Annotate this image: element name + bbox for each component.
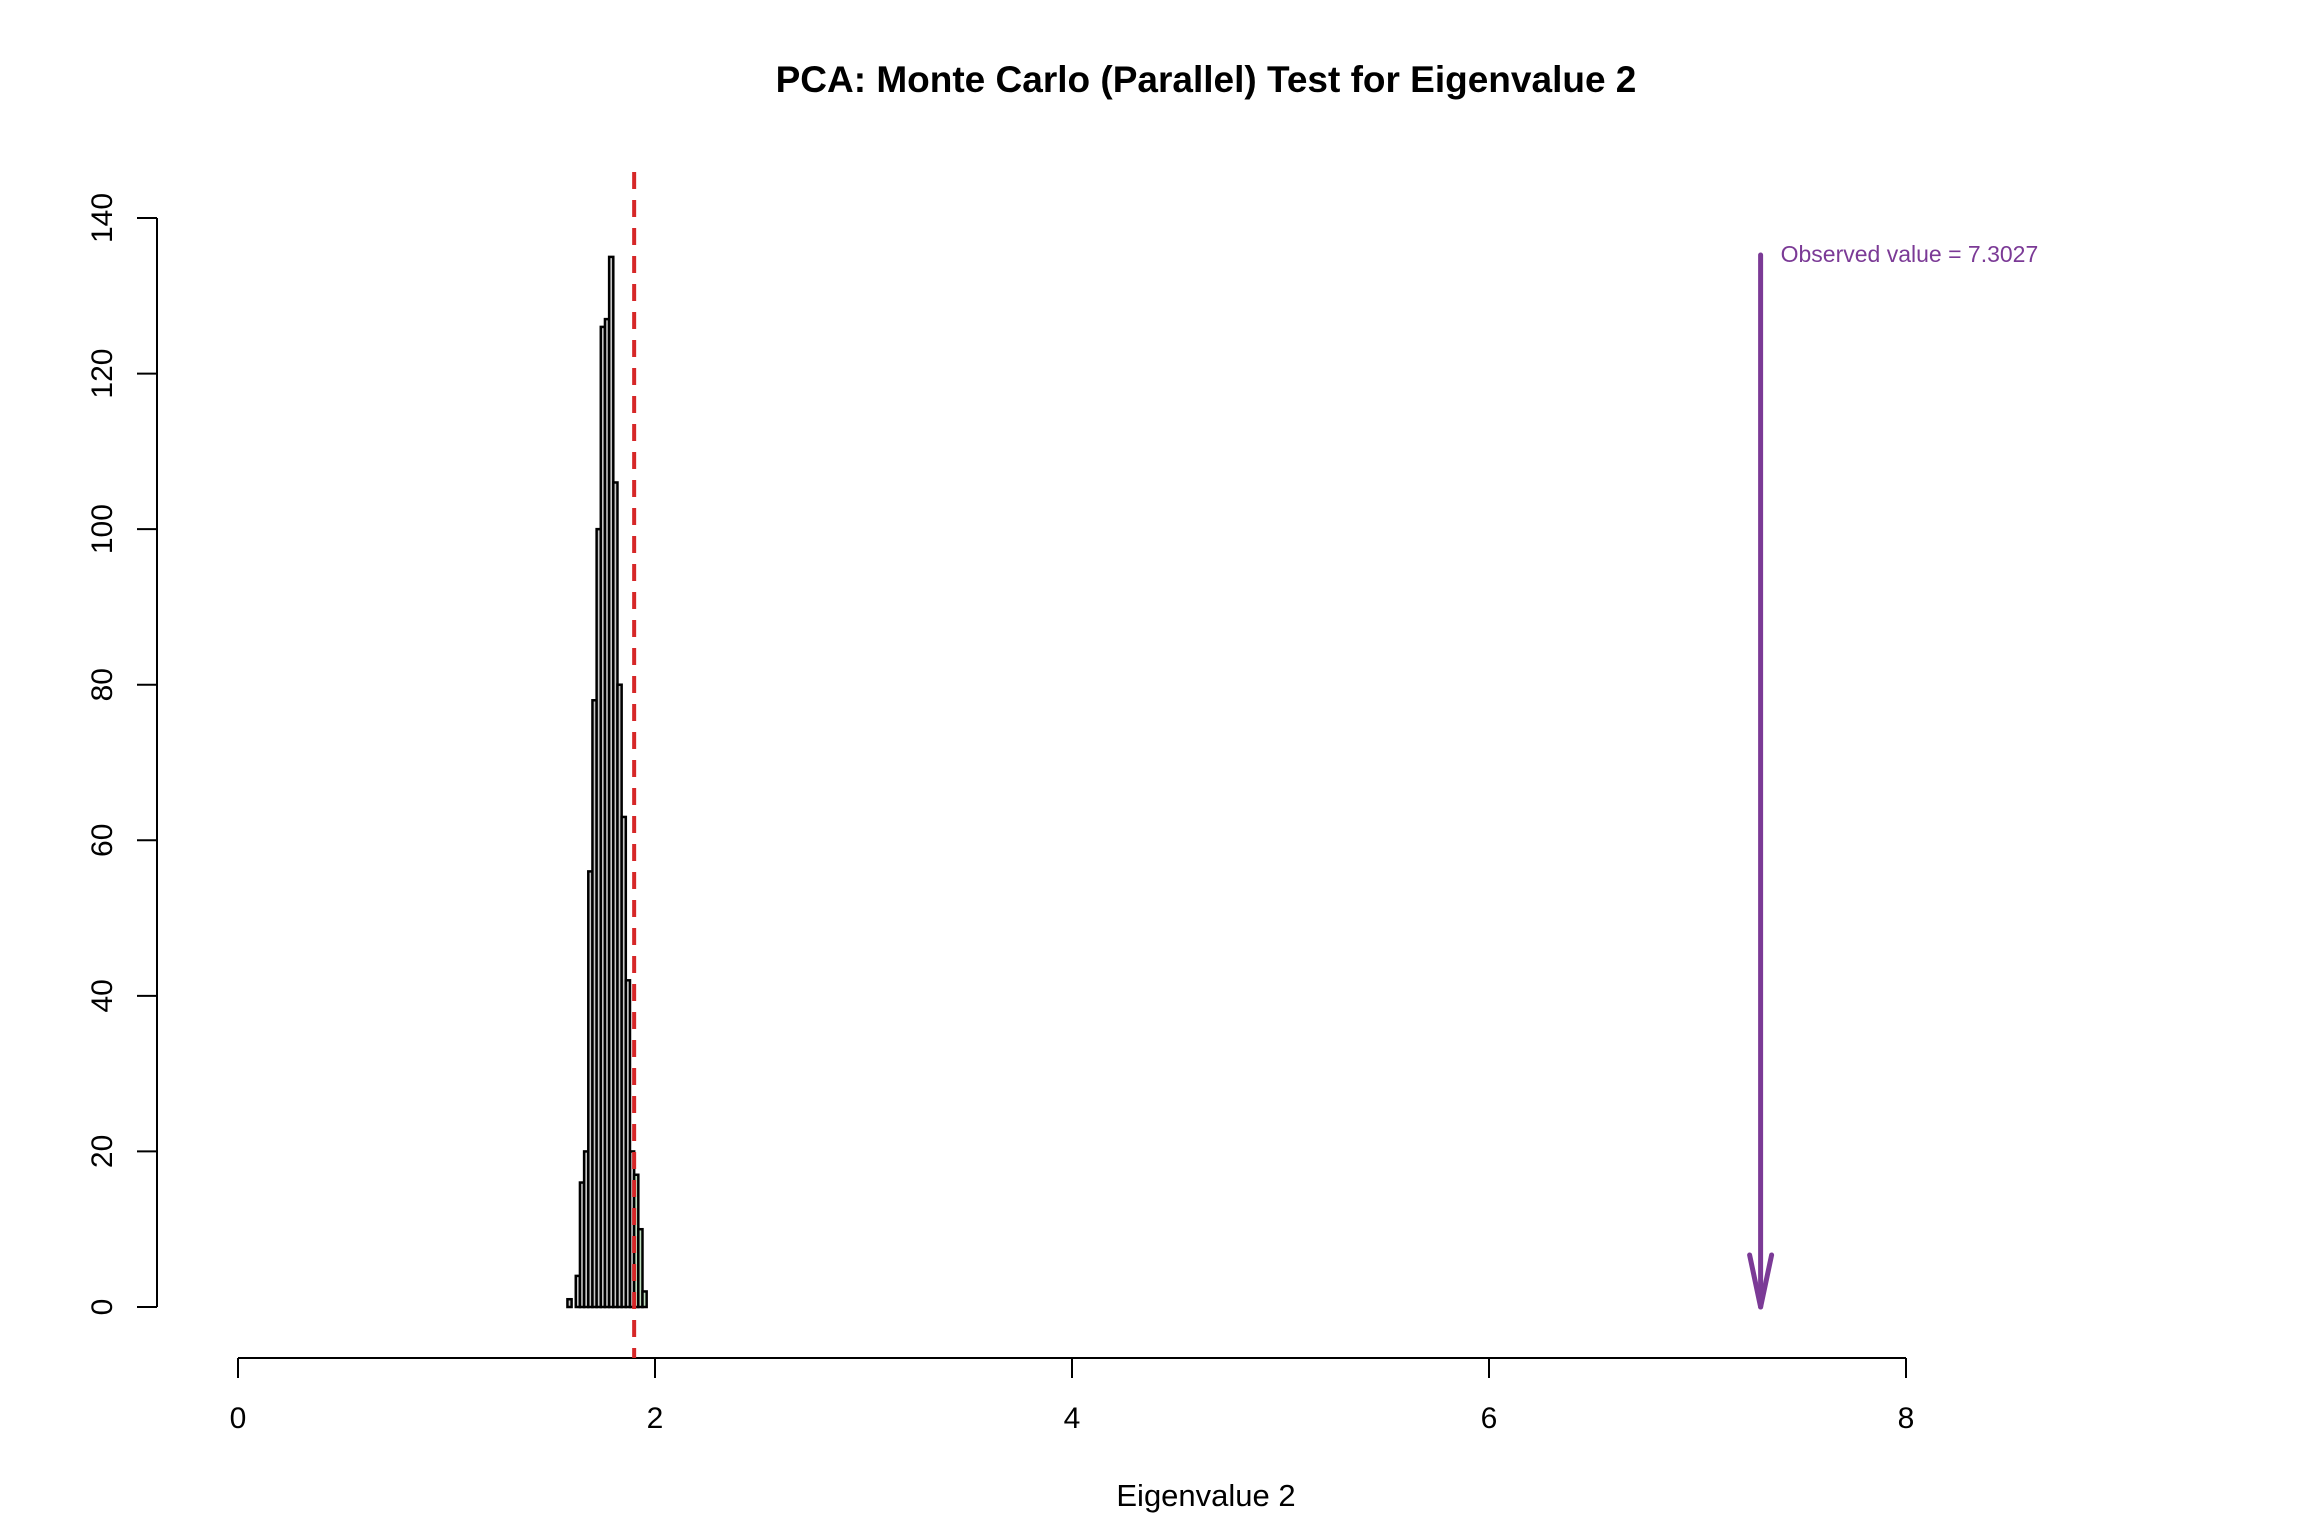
observed-arrowhead xyxy=(1747,1252,1775,1310)
y-tick-label: 80 xyxy=(86,668,119,701)
x-tick-label: 6 xyxy=(1481,1402,1498,1435)
observed-value-label: Observed value = 7.3027 xyxy=(1781,241,2039,267)
histogram-bar xyxy=(624,979,632,1309)
y-tick-label: 140 xyxy=(86,193,119,243)
chart-overlays: Observed value = 7.3027 xyxy=(632,172,2039,1358)
y-tick-label: 100 xyxy=(86,504,119,554)
histogram-bar xyxy=(566,1297,573,1309)
x-tick-label: 0 xyxy=(230,1402,247,1435)
histogram-bar xyxy=(637,1227,644,1309)
x-tick-label: 2 xyxy=(647,1402,664,1435)
x-axis-label: Eigenvalue 2 xyxy=(1116,1478,1295,1513)
chart-title: PCA: Monte Carlo (Parallel) Test for Eig… xyxy=(776,59,1637,100)
x-tick-label: 8 xyxy=(1898,1402,1915,1435)
x-tick-label: 4 xyxy=(1064,1402,1081,1435)
y-tick-label: 20 xyxy=(86,1135,119,1168)
y-tick-label: 40 xyxy=(86,979,119,1012)
histogram-bars xyxy=(566,255,648,1309)
y-tick-label: 0 xyxy=(86,1299,119,1316)
histogram-bar xyxy=(641,1290,648,1309)
y-axis: 0 20 40 60 80 100 120 140 xyxy=(86,193,158,1316)
y-tick-label: 120 xyxy=(86,349,119,399)
y-tick-label: 60 xyxy=(86,824,119,857)
x-axis: 0 2 4 6 8 xyxy=(230,1357,1915,1435)
